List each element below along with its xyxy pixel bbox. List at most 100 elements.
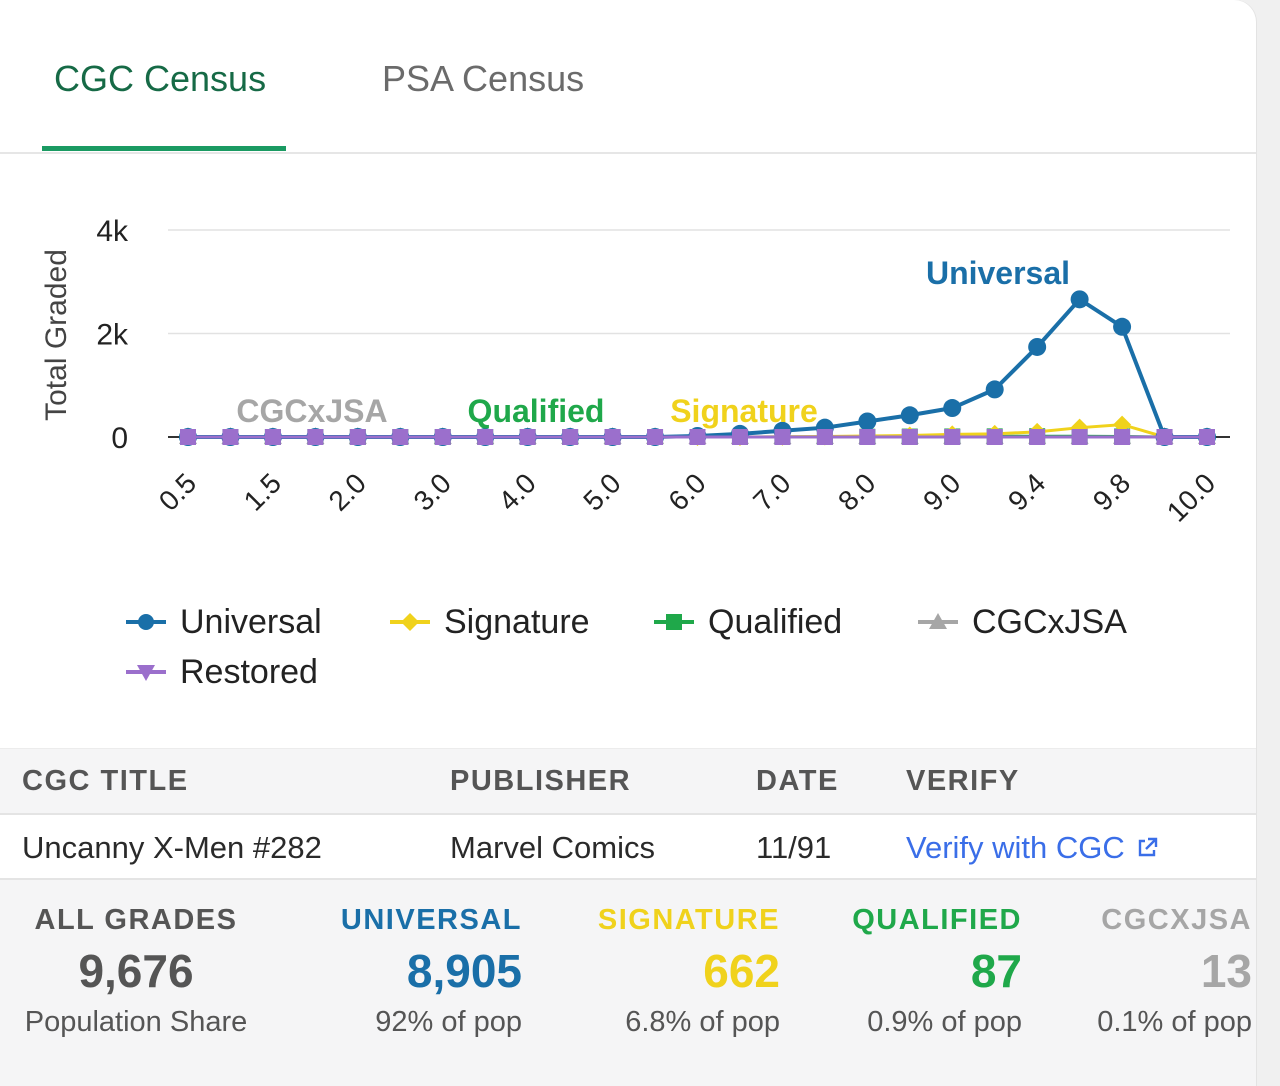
- legend-swatch-triangle-down-icon: [126, 665, 166, 681]
- census-chart: 0 2k 4k Total Graded 0.5 1.5 2.0 3.0 4.0 5.0 6.0 7.…: [40, 215, 1230, 528]
- data-point: [647, 429, 664, 445]
- series-label-qualified: Qualified: [468, 393, 605, 429]
- verify-with-cgc-link[interactable]: Verify with CGC: [906, 830, 1159, 866]
- tab-psa-census[interactable]: PSA Census: [382, 58, 585, 99]
- release-date: 11/91: [756, 830, 832, 865]
- x-tick-label: 9.8: [1087, 467, 1136, 516]
- data-point: [901, 429, 918, 445]
- stat-label: SIGNATURE: [597, 904, 780, 936]
- data-point: [349, 429, 366, 445]
- stat-subtext: Population Share: [24, 1006, 248, 1038]
- data-point: [986, 429, 1003, 445]
- x-tick-label: 0.5: [153, 467, 202, 516]
- x-tick-label: 9.0: [917, 467, 966, 516]
- external-link-icon: [1138, 837, 1157, 857]
- data-point: [859, 429, 876, 445]
- legend-item-cgcxjsa[interactable]: CGCxJSA: [916, 598, 1127, 646]
- legend-label: Signature: [444, 602, 590, 641]
- stat-qualified: QUALIFIED 87 0.9% of pop: [762, 902, 1022, 1042]
- data-point: [1028, 337, 1047, 356]
- x-tick-label: 10.0: [1161, 467, 1221, 527]
- data-point: [943, 399, 962, 418]
- stat-label: QUALIFIED: [852, 904, 1022, 936]
- data-point: [1029, 429, 1046, 445]
- data-point: [816, 429, 833, 445]
- data-point: [562, 429, 579, 445]
- stat-label: UNIVERSAL: [340, 904, 522, 936]
- x-tick-label: 1.5: [238, 467, 287, 516]
- y-tick-label: 2k: [96, 319, 129, 352]
- active-tab-indicator: [42, 146, 286, 151]
- chart-series: [179, 290, 1216, 446]
- legend-label: Restored: [180, 652, 318, 691]
- legend-item-signature[interactable]: Signature: [388, 598, 590, 646]
- column-header-date: DATE: [756, 765, 839, 797]
- data-point: [858, 412, 877, 431]
- stat-subtext: 0.1% of pop: [1097, 1006, 1252, 1038]
- stat-cgcxjsa: CGCXJSA 13 0.1% of pop: [992, 902, 1252, 1042]
- series-label-cgcxjsa: CGCxJSA: [236, 393, 387, 429]
- x-tick-label: 5.0: [577, 467, 626, 516]
- data-point: [1113, 317, 1132, 336]
- stat-value: 8,905: [406, 945, 522, 997]
- stat-subtext: 6.8% of pop: [625, 1006, 780, 1038]
- data-point: [477, 429, 494, 445]
- data-point: [1114, 429, 1131, 445]
- table-row: Uncanny X-Men #282 Marvel Comics 11/91 V…: [0, 814, 1256, 880]
- series-label-universal: Universal: [926, 255, 1070, 291]
- data-point: [985, 380, 1004, 399]
- data-point: [392, 429, 409, 445]
- data-point: [434, 429, 451, 445]
- data-point: [1156, 429, 1173, 445]
- data-point: [731, 429, 748, 445]
- data-point: [1199, 429, 1215, 445]
- stat-label: ALL GRADES: [34, 904, 238, 936]
- data-point: [222, 429, 239, 445]
- stat-all-grades: ALL GRADES 9,676 Population Share: [6, 902, 266, 1042]
- tab-cgc-census[interactable]: CGC Census: [54, 58, 267, 99]
- column-header-verify: VERIFY: [906, 765, 1020, 797]
- comic-title: Uncanny X-Men #282: [22, 830, 322, 865]
- data-point: [689, 429, 706, 445]
- publisher-name: Marvel Comics: [450, 830, 655, 865]
- legend-label: Qualified: [708, 602, 843, 641]
- data-point: [944, 429, 961, 445]
- data-point: [519, 429, 536, 445]
- data-point: [1070, 290, 1089, 309]
- legend-label: CGCxJSA: [972, 602, 1127, 641]
- data-point: [307, 429, 324, 445]
- legend-swatch-square-icon: [654, 614, 694, 630]
- column-header-publisher: PUBLISHER: [450, 765, 632, 797]
- data-point: [900, 406, 919, 425]
- stat-value: 13: [1200, 945, 1252, 997]
- data-point: [264, 429, 281, 445]
- x-tick-label: 7.0: [747, 467, 796, 516]
- data-point: [180, 429, 196, 445]
- data-point: [1071, 429, 1088, 445]
- x-tick-label: 4.0: [492, 467, 541, 516]
- legend-item-restored[interactable]: Restored: [124, 648, 318, 696]
- y-tick-label: 4k: [96, 215, 129, 248]
- stat-value: 662: [703, 945, 780, 997]
- verify-link-label: Verify with CGC: [906, 830, 1125, 865]
- x-tick-label: 6.0: [662, 467, 711, 516]
- x-tick-label: 3.0: [408, 467, 457, 516]
- stat-label: CGCXJSA: [1101, 904, 1252, 936]
- data-point: [774, 429, 791, 445]
- population-stats: ALL GRADES 9,676 Population Share UNIVERSAL…: [0, 880, 1256, 1086]
- x-tick-label: 9.4: [1002, 467, 1051, 516]
- column-header-title: CGC TITLE: [22, 765, 189, 797]
- chart-series-labels: CGCxJSA Qualified Signature Universal: [236, 255, 1070, 429]
- data-point: [604, 429, 621, 445]
- series-restored: [180, 429, 1215, 445]
- legend-item-qualified[interactable]: Qualified: [652, 598, 842, 646]
- legend-item-universal[interactable]: Universal: [124, 598, 322, 646]
- legend-label: Universal: [180, 602, 322, 641]
- stat-universal: UNIVERSAL 8,905 92% of pop: [262, 902, 522, 1042]
- x-tick-label: 8.0: [832, 467, 881, 516]
- stat-subtext: 92% of pop: [375, 1006, 522, 1038]
- census-tabs: CGC Census PSA Census: [0, 0, 1256, 154]
- legend-swatch-triangle-icon: [918, 613, 958, 629]
- legend-swatch-circle-icon: [126, 614, 166, 630]
